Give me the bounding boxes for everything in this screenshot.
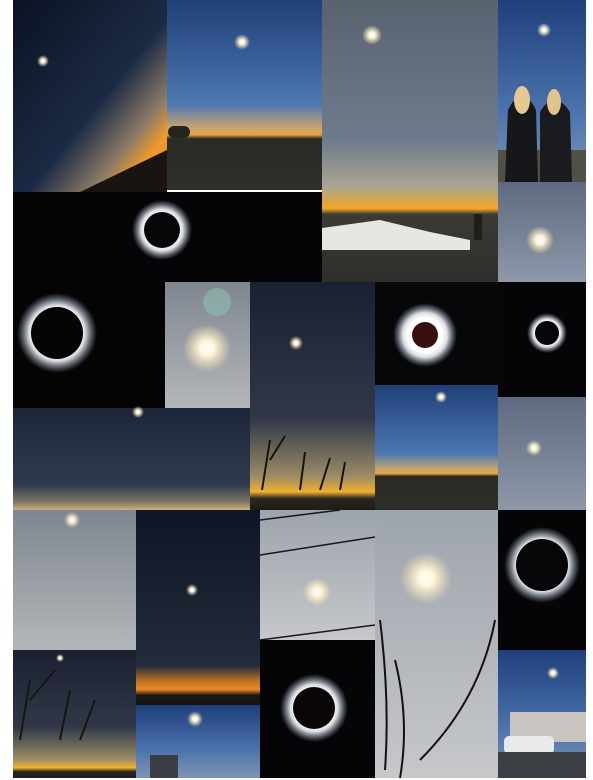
- photo: [260, 510, 375, 640]
- photo: [498, 0, 586, 182]
- photo: [250, 282, 375, 510]
- photo: [498, 282, 586, 397]
- photo: [13, 192, 322, 282]
- photo: [167, 0, 322, 190]
- photo: [375, 510, 498, 778]
- photo: [260, 640, 375, 778]
- photo: [498, 182, 586, 282]
- photo: [13, 510, 136, 650]
- collage: [0, 0, 593, 780]
- photo: [498, 650, 586, 778]
- photo: [136, 705, 260, 778]
- photo: [13, 406, 250, 510]
- photo: [375, 282, 498, 385]
- page: Eclipse collage {} html, body { margin: …: [0, 0, 593, 780]
- photo: [13, 650, 136, 778]
- photo: [165, 282, 250, 408]
- photo: [136, 510, 260, 705]
- photo: [375, 385, 498, 510]
- photo: [322, 0, 498, 282]
- body: (() => { const data = JSON.parse(documen…: [0, 0, 593, 780]
- photo: [13, 0, 167, 192]
- photo: [498, 510, 586, 650]
- photo: [13, 282, 165, 408]
- photo: [498, 397, 586, 510]
